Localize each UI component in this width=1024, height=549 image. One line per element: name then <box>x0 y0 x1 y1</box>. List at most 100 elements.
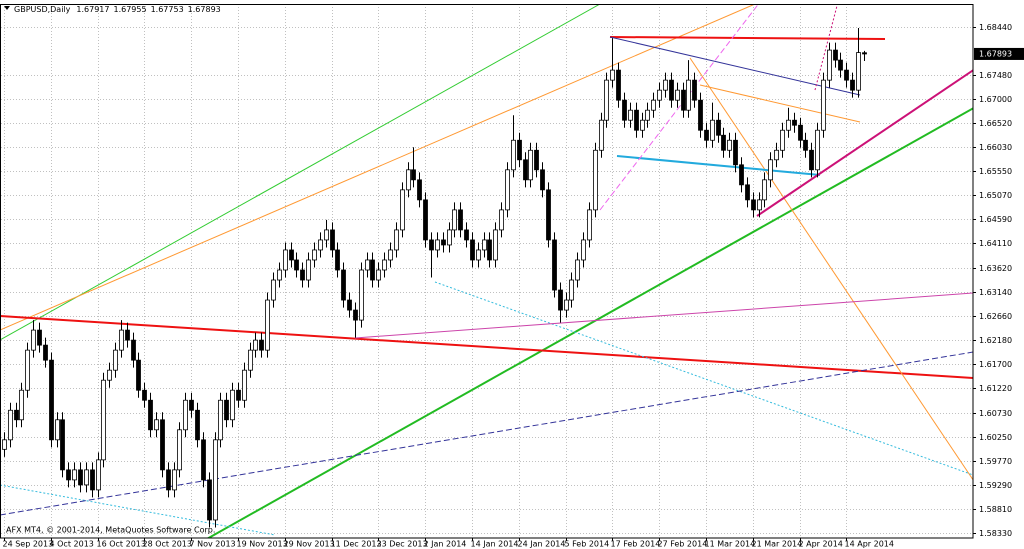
candle-body <box>324 229 329 241</box>
candle-body <box>359 269 364 321</box>
candle-body <box>792 119 797 126</box>
candle-body <box>681 89 686 111</box>
candle-body <box>189 399 194 411</box>
candle-body <box>131 339 136 361</box>
price-label-box <box>974 47 1024 60</box>
header-high: 1.67955 <box>113 5 146 14</box>
candle-body <box>37 329 42 346</box>
candle-body <box>569 279 574 301</box>
candle-body <box>657 89 662 101</box>
candle-body <box>60 419 65 471</box>
price-label: 1.67893 <box>979 49 1012 58</box>
candle-body <box>265 299 270 351</box>
candle-body <box>487 239 492 261</box>
candle-body <box>259 339 264 351</box>
candle-body <box>628 109 633 121</box>
candle-body <box>166 469 171 491</box>
candle-body <box>534 149 539 171</box>
candle-body <box>645 109 650 121</box>
candle-body <box>107 369 112 381</box>
candle-body <box>663 79 668 91</box>
candle-body <box>704 129 709 141</box>
candle-body <box>172 469 177 491</box>
candle-body <box>862 52 867 55</box>
candle-body <box>540 169 545 191</box>
x-tick-label: 29 Nov 2013 <box>284 540 335 549</box>
trendline <box>616 155 821 176</box>
candle-body <box>833 49 838 61</box>
y-tick-label: 1.66520 <box>979 119 1012 128</box>
candle-body <box>78 469 83 486</box>
candle-body <box>142 389 147 401</box>
candle-body <box>213 439 218 521</box>
candle-body <box>300 269 305 281</box>
plot-frame <box>0 4 974 539</box>
candle-body <box>669 79 674 101</box>
y-tick-label: 1.58810 <box>979 505 1012 514</box>
candle-body <box>96 459 101 491</box>
x-tick-label: 24 Jan 2014 <box>518 540 566 549</box>
y-tick-label: 1.64590 <box>979 215 1012 224</box>
candle-body <box>8 409 13 441</box>
candle-body <box>119 329 124 351</box>
candle-body <box>195 409 200 441</box>
candle-body <box>294 259 299 271</box>
candle-body <box>803 139 808 151</box>
candle-body <box>417 179 422 201</box>
candle-body <box>552 239 557 291</box>
y-tick-label: 1.66030 <box>979 143 1012 152</box>
candle-body <box>177 429 182 471</box>
y-tick-label: 1.67480 <box>979 71 1012 80</box>
candle-body <box>558 289 563 311</box>
candle-body <box>306 259 311 281</box>
candle-body <box>546 189 551 241</box>
candle-body <box>207 479 212 521</box>
candle-body <box>394 229 399 251</box>
candle-body <box>230 389 235 421</box>
y-tick-label: 1.63620 <box>979 264 1012 273</box>
x-tick-label: 14 Apr 2014 <box>845 540 894 549</box>
candle-body <box>587 209 592 241</box>
candle-body <box>19 389 24 421</box>
candle-body <box>113 349 118 371</box>
candle-body <box>72 469 77 481</box>
candle-body <box>727 139 732 151</box>
candle-body <box>856 52 861 91</box>
candle-body <box>634 109 639 131</box>
trendline <box>609 36 886 40</box>
candle-body <box>528 149 533 181</box>
x-tick-label: 14 Jan 2014 <box>471 540 519 549</box>
candle-body <box>762 179 767 201</box>
header-close: 1.67893 <box>188 5 221 14</box>
trendline <box>814 4 838 91</box>
x-tick-label: 4 Oct 2013 <box>50 540 94 549</box>
candle-body <box>809 149 814 171</box>
candle-body <box>511 139 516 171</box>
candle-body <box>452 209 457 231</box>
x-tick-label: 16 Oct 2013 <box>97 540 146 549</box>
candle-body <box>745 184 750 201</box>
x-tick-label: 21 Mar 2014 <box>752 540 803 549</box>
y-tick-label: 1.63140 <box>979 288 1012 297</box>
candle-body <box>411 169 416 181</box>
candle-body <box>827 49 832 81</box>
header-open: 1.67917 <box>76 5 109 14</box>
candle-body <box>581 239 586 261</box>
candle-body <box>739 164 744 186</box>
candle-body <box>370 259 375 281</box>
candle-body <box>733 139 738 166</box>
x-tick-label: 11 Dec 2013 <box>331 540 382 549</box>
candle-body <box>844 69 849 81</box>
y-tick-label: 1.68440 <box>979 23 1012 32</box>
candle-body <box>253 339 258 351</box>
candle-body <box>224 399 229 421</box>
candle-body <box>604 79 609 121</box>
candle-body <box>353 309 358 321</box>
candle-body <box>698 99 703 131</box>
candle-body <box>201 439 206 481</box>
x-tick-label: 28 Oct 2013 <box>143 540 192 549</box>
candle-body <box>616 69 621 101</box>
candle-body <box>365 259 370 271</box>
candle-body <box>493 229 498 261</box>
